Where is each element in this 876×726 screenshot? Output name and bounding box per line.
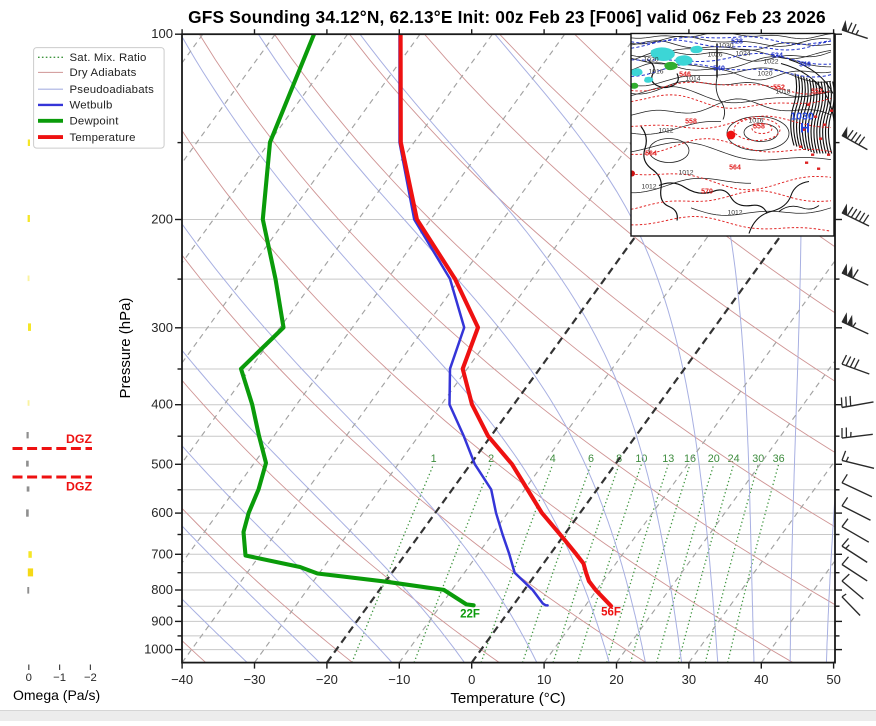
svg-text:16: 16 bbox=[684, 453, 696, 465]
svg-text:10: 10 bbox=[537, 672, 551, 687]
svg-text:H: H bbox=[800, 121, 810, 136]
svg-text:540: 540 bbox=[713, 66, 725, 73]
svg-text:36: 36 bbox=[773, 453, 785, 465]
svg-text:300: 300 bbox=[151, 320, 173, 335]
svg-text:Temperature (°C): Temperature (°C) bbox=[450, 690, 565, 707]
svg-text:56F: 56F bbox=[601, 607, 621, 619]
svg-text:−1: −1 bbox=[53, 672, 66, 684]
svg-text:Pressure (hPa): Pressure (hPa) bbox=[117, 298, 134, 399]
svg-text:6: 6 bbox=[588, 453, 594, 465]
svg-text:Temperature: Temperature bbox=[70, 132, 136, 144]
svg-text:Pseudoadiabats: Pseudoadiabats bbox=[70, 84, 155, 96]
svg-text:546: 546 bbox=[679, 72, 691, 79]
svg-text:570: 570 bbox=[701, 189, 713, 196]
svg-text:1020: 1020 bbox=[757, 71, 772, 78]
svg-text:4: 4 bbox=[550, 453, 556, 465]
svg-text:20: 20 bbox=[708, 453, 720, 465]
svg-text:Omega (Pa/s): Omega (Pa/s) bbox=[13, 687, 100, 703]
svg-text:1022: 1022 bbox=[763, 59, 778, 66]
svg-text:1020: 1020 bbox=[643, 57, 658, 64]
svg-text:552: 552 bbox=[811, 89, 823, 96]
svg-text:546: 546 bbox=[799, 62, 811, 69]
svg-text:200: 200 bbox=[151, 212, 173, 227]
svg-text:22F: 22F bbox=[460, 609, 480, 621]
svg-text:0: 0 bbox=[26, 672, 32, 684]
svg-text:528: 528 bbox=[731, 39, 743, 46]
svg-text:−2: −2 bbox=[84, 672, 97, 684]
svg-text:Sat. Mix. Ratio: Sat. Mix. Ratio bbox=[70, 52, 147, 64]
svg-text:1016: 1016 bbox=[648, 69, 663, 76]
svg-text:564: 564 bbox=[729, 165, 741, 172]
svg-text:Dry Adiabats: Dry Adiabats bbox=[70, 67, 137, 79]
svg-text:50: 50 bbox=[826, 672, 840, 687]
svg-text:1012: 1012 bbox=[658, 128, 673, 135]
svg-text:558: 558 bbox=[685, 119, 697, 126]
svg-text:1: 1 bbox=[431, 453, 437, 465]
svg-text:13: 13 bbox=[662, 453, 674, 465]
svg-text:1012: 1012 bbox=[641, 184, 656, 191]
svg-text:30: 30 bbox=[752, 453, 764, 465]
svg-text:40: 40 bbox=[754, 672, 768, 687]
svg-text:0: 0 bbox=[468, 672, 475, 687]
svg-text:1024: 1024 bbox=[735, 51, 750, 58]
svg-text:DGZ: DGZ bbox=[66, 432, 92, 446]
svg-text:534: 534 bbox=[771, 53, 783, 60]
svg-text:1012: 1012 bbox=[678, 170, 693, 177]
svg-text:10: 10 bbox=[635, 453, 647, 465]
svg-text:500: 500 bbox=[151, 456, 173, 471]
svg-text:−20: −20 bbox=[316, 672, 338, 687]
svg-text:−40: −40 bbox=[171, 672, 193, 687]
svg-text:DGZ: DGZ bbox=[66, 480, 92, 494]
svg-text:564: 564 bbox=[645, 151, 657, 158]
svg-text:GFS Sounding 34.12°N, 62.13°E: GFS Sounding 34.12°N, 62.13°E Init: 00z … bbox=[188, 7, 826, 27]
svg-text:1026: 1026 bbox=[707, 52, 722, 59]
svg-text:552: 552 bbox=[773, 85, 785, 92]
svg-text:600: 600 bbox=[151, 505, 173, 520]
svg-text:Wetbulb: Wetbulb bbox=[70, 100, 113, 112]
svg-text:400: 400 bbox=[151, 397, 173, 412]
svg-text:30: 30 bbox=[682, 672, 696, 687]
svg-text:900: 900 bbox=[151, 613, 173, 628]
svg-text:20: 20 bbox=[609, 672, 623, 687]
svg-text:Dewpoint: Dewpoint bbox=[70, 116, 120, 128]
svg-text:700: 700 bbox=[151, 546, 173, 561]
svg-text:1000: 1000 bbox=[144, 642, 173, 657]
svg-text:558: 558 bbox=[753, 124, 765, 131]
svg-text:1012: 1012 bbox=[727, 210, 742, 217]
svg-text:800: 800 bbox=[151, 582, 173, 597]
svg-text:−10: −10 bbox=[388, 672, 410, 687]
svg-text:−30: −30 bbox=[243, 672, 265, 687]
svg-text:100: 100 bbox=[151, 26, 173, 41]
